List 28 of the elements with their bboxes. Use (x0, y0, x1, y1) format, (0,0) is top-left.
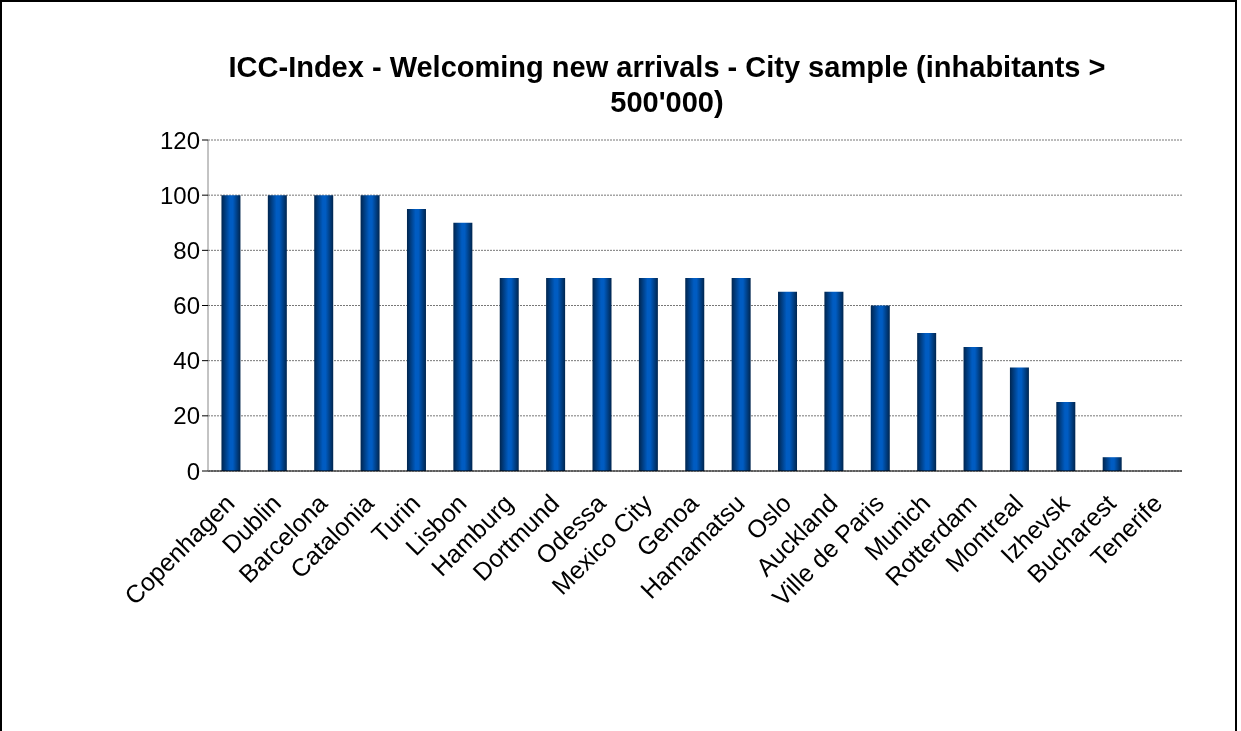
bar (824, 291, 844, 471)
y-tick-label: 80 (173, 236, 200, 264)
y-tick-label: 120 (159, 126, 200, 154)
bar (406, 208, 426, 471)
bar (638, 277, 658, 471)
bar (1056, 402, 1076, 471)
y-tick-label: 20 (173, 402, 200, 430)
bar (917, 333, 937, 471)
bar (778, 291, 798, 471)
y-tick-label: 40 (173, 347, 200, 375)
bar (592, 277, 612, 471)
bar (963, 346, 983, 471)
bar (731, 277, 751, 471)
bar (314, 195, 334, 471)
y-tick-label: 0 (186, 457, 200, 485)
bar (499, 277, 519, 471)
bar (685, 277, 705, 471)
bar (1102, 457, 1122, 471)
bar (221, 195, 241, 471)
chart-title: ICC-Index - Welcoming new arrivals - City sample (inhabitants > 500'000) (227, 50, 1107, 120)
bar (453, 222, 473, 471)
bar (870, 305, 890, 471)
y-tick-label: 60 (173, 292, 200, 320)
bar (267, 195, 287, 471)
bar (1009, 367, 1029, 471)
y-tick-label: 100 (159, 181, 200, 209)
bar (360, 195, 380, 471)
bar (546, 277, 566, 471)
